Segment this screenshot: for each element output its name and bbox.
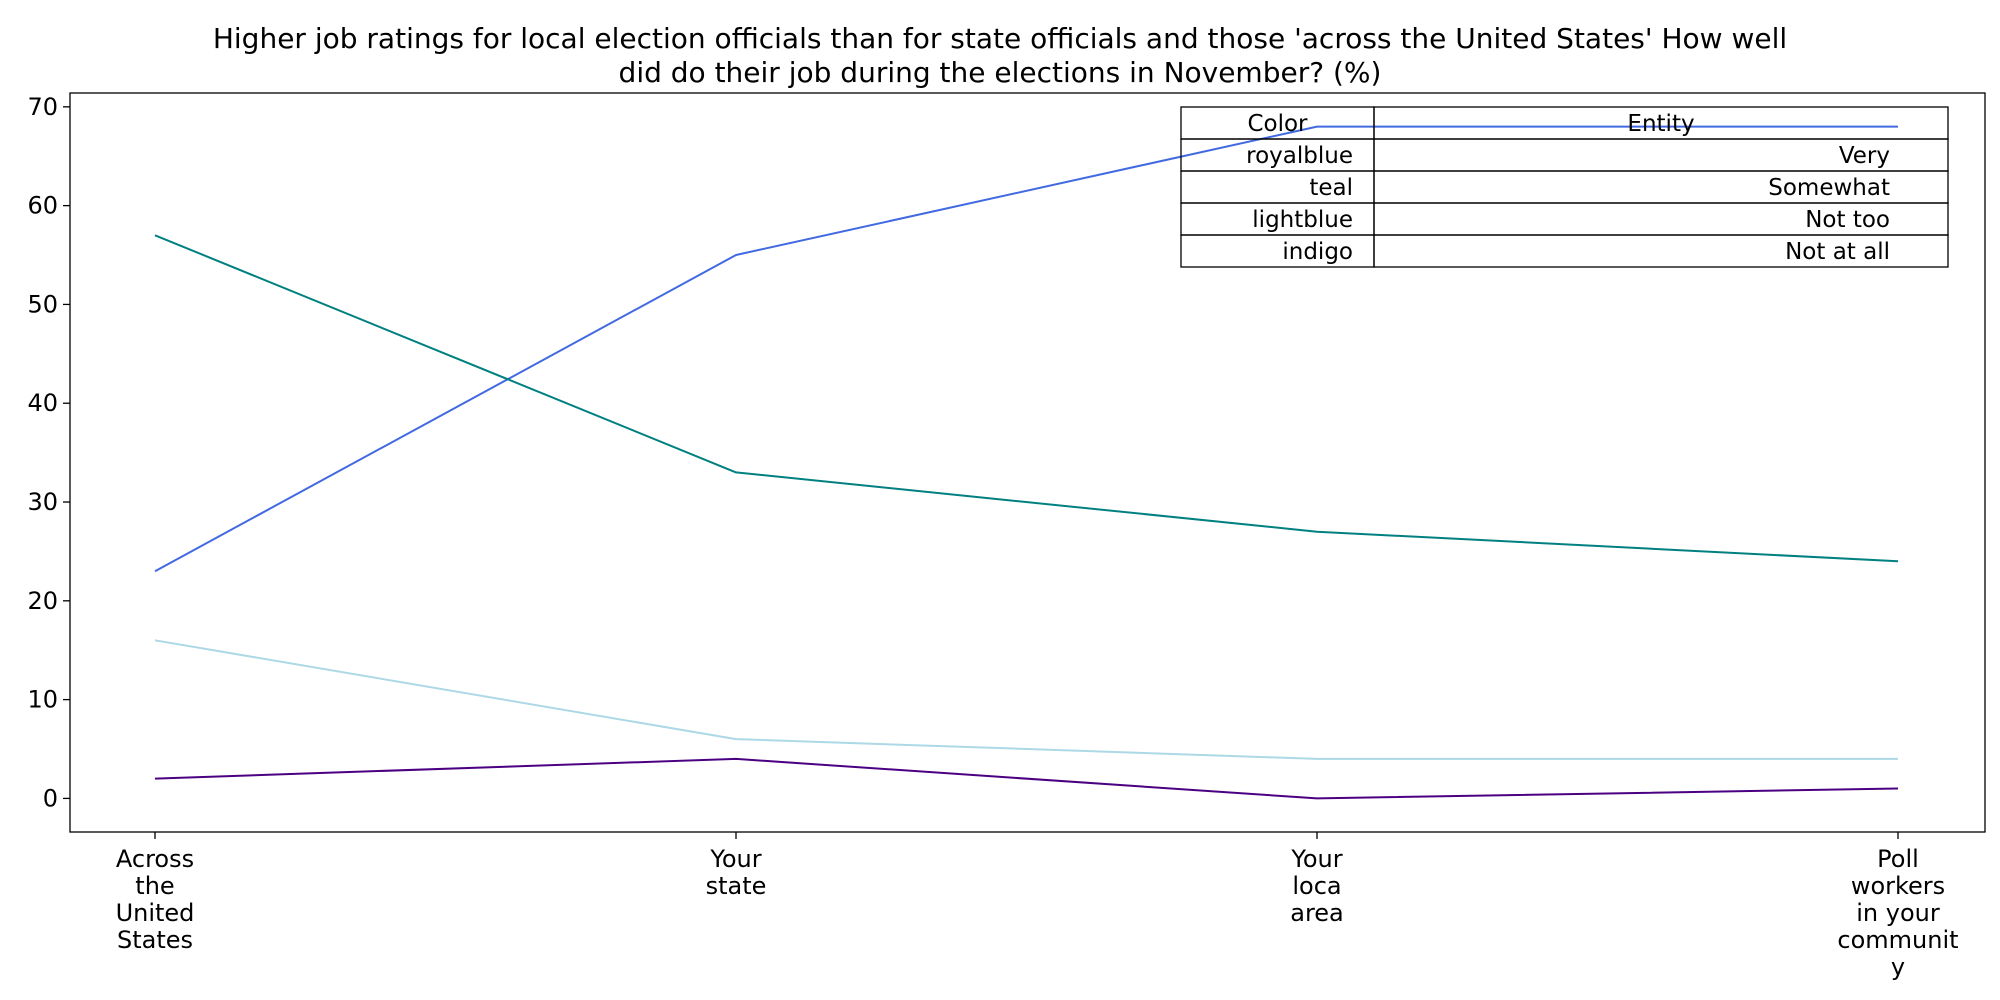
legend-table: Color Entity royalblue Very teal Somewhat ligh… [1180,106,1949,268]
chart-title: Higher job ratings for local election of… [213,22,1787,89]
y-tick-label: 10 [27,686,58,714]
legend-header-color: Color [1247,111,1308,137]
legend-color-name: royalblue [1246,143,1353,169]
x-tick-label-line: in your [1856,899,1940,927]
series-line-somewhat [154,234,1899,563]
series-line-not-too [154,639,1898,760]
x-tick-label-line: workers [1851,872,1945,900]
legend-entity-name: Very [1839,143,1890,169]
x-tick-label-line: Across [116,845,194,873]
legend-color-name: teal [1309,175,1353,201]
y-tick-label: 60 [27,192,58,220]
plot-area [69,92,1986,833]
legend-color-name: indigo [1282,239,1353,265]
y-tick-label: 40 [27,389,58,417]
x-tick-label-line: Your [1290,845,1342,873]
legend-header-entity: Entity [1627,111,1694,137]
x-tick-label-line: United [116,899,195,927]
x-tick-label-line: communit [1837,926,1958,954]
series-lines [154,125,1899,800]
legend-entity-name: Not too [1805,207,1890,233]
y-axis: 0 10 20 30 40 50 60 70 [27,93,70,812]
x-tick-label-line: the [135,872,174,900]
x-tick-label-line: loca [1292,872,1341,900]
legend-entity-name: Not at all [1785,239,1890,265]
legend-color-name: lightblue [1252,207,1353,233]
x-tick-label-line: Your [709,845,761,873]
legend-entity-name: Somewhat [1768,175,1890,201]
y-tick-label: 20 [27,587,58,615]
x-tick-label: Your loca area [1290,845,1344,927]
chart-title-line: did do their job during the elections in… [619,56,1382,89]
x-tick-label-line: y [1891,953,1905,981]
x-tick-label-line: States [117,926,193,954]
x-tick-label-line: state [706,872,767,900]
x-tick-label: Your state [706,845,767,900]
y-tick-label: 70 [27,93,58,121]
series-line-not-at-all [154,757,1899,800]
x-tick-label-line: Poll [1877,845,1919,873]
chart-title-line: Higher job ratings for local election of… [213,22,1787,55]
y-tick-label: 30 [27,488,58,516]
x-tick-label: Across the United States [116,845,195,954]
y-tick-label: 50 [27,290,58,318]
x-tick-label: Poll workers in your communit y [1837,845,1958,981]
x-tick-label-line: area [1290,899,1344,927]
y-tick-label: 0 [43,784,58,812]
legend-cell [1373,234,1949,268]
series-line-very [154,125,1898,573]
